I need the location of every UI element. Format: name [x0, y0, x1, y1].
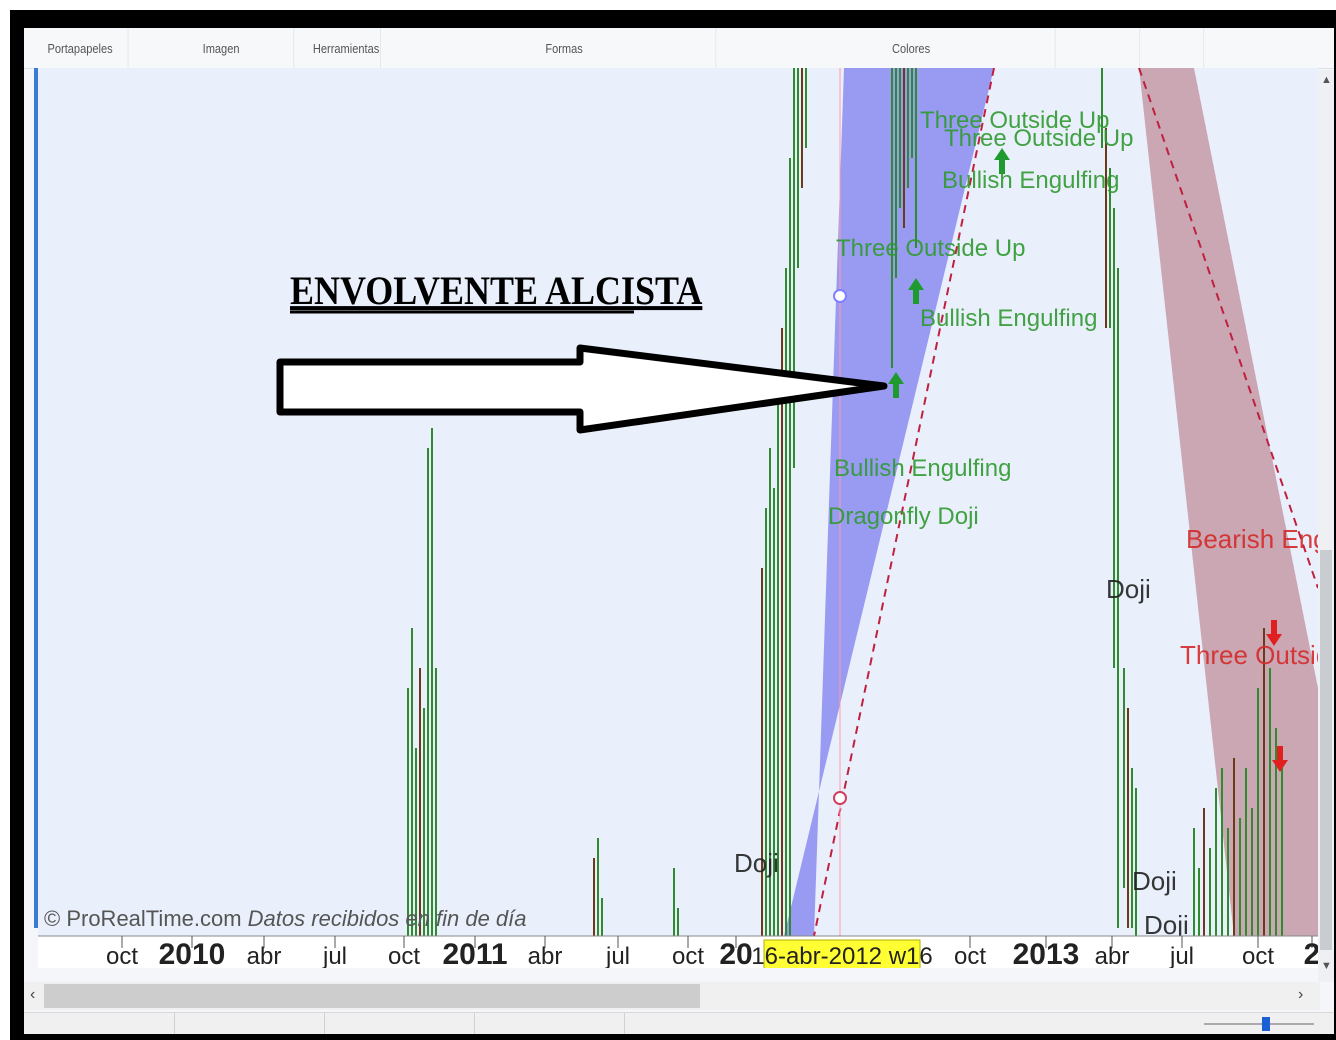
bearish-pattern-zone	[1139, 68, 1318, 936]
status-segment-4	[474, 1013, 625, 1034]
status-segment-2	[174, 1013, 325, 1034]
chart-left-border	[34, 68, 39, 928]
pattern-label: Bullish Engulfing	[920, 305, 1097, 332]
scroll-up-icon[interactable]: ▲	[1321, 74, 1332, 86]
ribbon-group-formas[interactable]: Formas	[413, 28, 717, 68]
bullish-zone-boundary	[813, 68, 995, 937]
x-axis-tick-label: jul	[1169, 943, 1194, 968]
pattern-label: Doji	[1132, 866, 1177, 896]
pattern-label: Doji	[1106, 574, 1151, 604]
x-axis-tick-label: 2	[1304, 938, 1321, 968]
pattern-label: Three Outside	[1180, 640, 1334, 670]
vertical-scroll-thumb[interactable]	[1320, 550, 1332, 950]
pattern-label: Dragonfly Doji	[828, 503, 979, 530]
annotation-title: ENVOLVENTE ALCISTA	[290, 269, 703, 313]
x-axis-tick-label: jul	[322, 943, 347, 968]
watermark-brand: © ProRealTime.com	[44, 906, 248, 931]
zone-handle	[833, 791, 847, 805]
x-axis-tick-label: 20	[719, 938, 752, 968]
x-axis-tick-label: jul	[605, 943, 630, 968]
cursor-date-badge	[763, 939, 921, 968]
zoom-slider-track[interactable]	[1204, 1023, 1314, 1025]
pattern-label: Bearish Engu	[1186, 524, 1334, 554]
cursor-date-label: 16-abr-2012 w16	[751, 943, 932, 968]
pattern-label: Bullish Engulfing	[942, 167, 1119, 194]
x-axis-band	[38, 936, 1318, 968]
chart-window: Portapapeles Imagen Herramientas Formas …	[24, 28, 1334, 1034]
pattern-label: Doji	[734, 848, 779, 878]
chart-background	[38, 68, 1318, 968]
status-segment-3	[324, 1013, 475, 1034]
zoom-slider-thumb[interactable]	[1262, 1017, 1270, 1031]
x-axis-tick-label: oct	[672, 943, 704, 968]
bullish-arrow-icon	[994, 148, 1010, 174]
bullish-pattern-zone	[784, 68, 994, 936]
vertical-scrollbar[interactable]: ▲ ▼	[1318, 70, 1334, 982]
bullish-arrow-icon	[908, 278, 924, 304]
scroll-down-icon[interactable]: ▼	[1321, 960, 1332, 972]
watermark-note: Datos recibidos en fin de día	[248, 906, 527, 931]
x-axis-tick-label: oct	[106, 943, 138, 968]
pattern-label: Bullish Engulfing	[834, 455, 1011, 482]
annotation-arrow	[276, 344, 888, 434]
ribbon-group-extra-3[interactable]	[1217, 28, 1324, 68]
x-axis-tick-label: 2011	[442, 938, 507, 968]
pattern-label: Doji	[1144, 910, 1189, 940]
x-axis-tick-label: 2013	[1013, 938, 1080, 968]
ribbon-group-herramientas[interactable]: Herramientas	[312, 28, 381, 68]
status-segment-1	[24, 1013, 175, 1034]
bearish-zone-boundary	[1138, 68, 1319, 589]
ribbon-group-extra-2[interactable]	[1149, 28, 1205, 68]
bearish-arrow-icon	[1272, 746, 1288, 772]
ribbon-group-imagen[interactable]: Imagen	[149, 28, 295, 68]
horizontal-scrollbar[interactable]: ‹ ›	[24, 982, 1320, 1010]
x-axis-tick-label: oct	[954, 943, 986, 968]
ribbon: Portapapeles Imagen Herramientas Formas …	[24, 28, 1334, 69]
pattern-label: Three Outside Up	[920, 107, 1109, 134]
bearish-arrow-icon	[1266, 620, 1282, 646]
ribbon-group-colores[interactable]: Colores	[767, 28, 1056, 68]
x-axis-tick-label: 2010	[159, 938, 226, 968]
status-bar	[24, 1012, 1334, 1034]
ribbon-group-extra-1[interactable]	[1085, 28, 1141, 68]
x-axis-tick-label: abr	[528, 943, 563, 968]
bullish-arrow-icon	[888, 372, 904, 398]
pattern-label: Three Outside Up	[944, 125, 1133, 152]
x-axis-tick-label: abr	[1095, 943, 1130, 968]
zone-handle	[833, 289, 847, 303]
scroll-right-icon[interactable]: ›	[1298, 986, 1304, 1003]
watermark: © ProRealTime.com Datos recibidos en fin…	[44, 906, 527, 931]
x-axis-tick-label: oct	[388, 943, 420, 968]
ribbon-group-portapapeles[interactable]: Portapapeles	[32, 28, 129, 68]
horizontal-scroll-thumb[interactable]	[44, 984, 700, 1008]
x-axis-tick-label: oct	[1242, 943, 1274, 968]
pattern-label: Three Outside Up	[836, 235, 1025, 262]
scroll-left-icon[interactable]: ‹	[30, 986, 36, 1003]
x-axis-tick-label: abr	[247, 943, 282, 968]
